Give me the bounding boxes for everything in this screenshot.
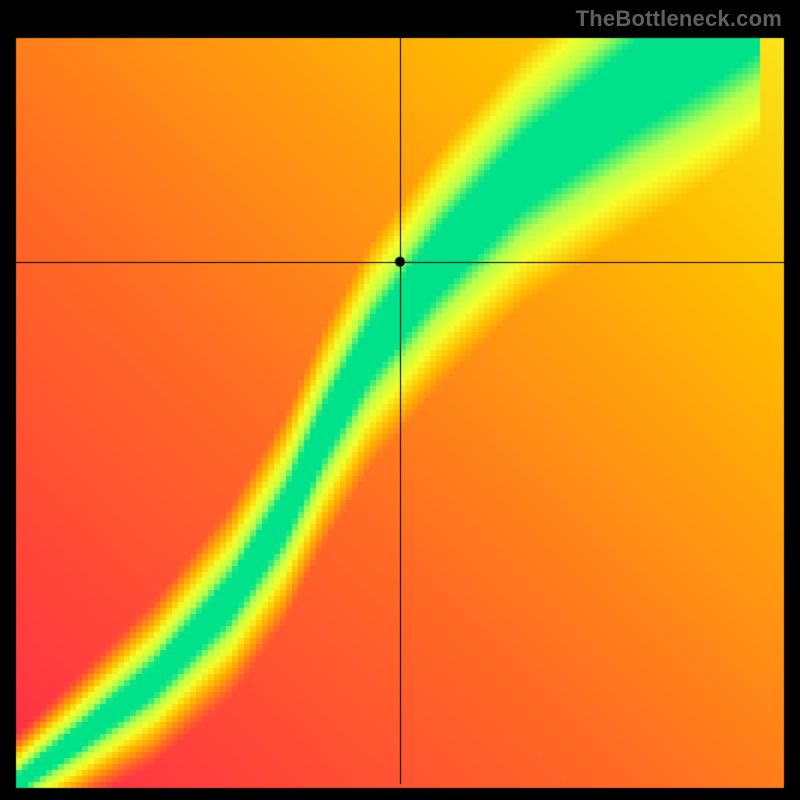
chart-container: TheBottleneck.com <box>0 0 800 800</box>
heatmap-canvas <box>0 0 800 800</box>
watermark-text: TheBottleneck.com <box>576 6 782 32</box>
